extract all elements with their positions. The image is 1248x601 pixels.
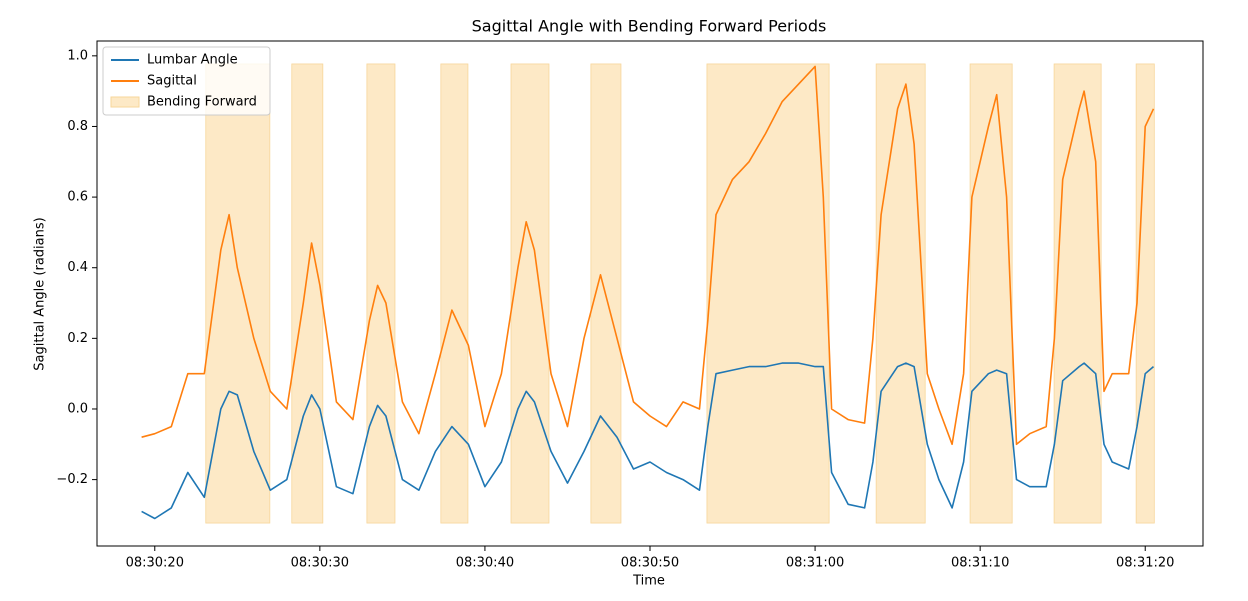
y-tick-label: 0.0 <box>67 401 88 416</box>
legend-label: Bending Forward <box>147 95 257 110</box>
x-tick-label: 08:30:50 <box>621 556 679 571</box>
chart-title: Sagittal Angle with Bending Forward Peri… <box>472 17 827 36</box>
x-tick-label: 08:30:40 <box>456 556 514 571</box>
bending-span <box>291 63 324 524</box>
bending-span <box>706 63 830 524</box>
legend-swatch <box>110 96 140 108</box>
bending-span <box>1135 63 1155 524</box>
bending-span <box>875 63 926 524</box>
bending-span <box>205 63 271 524</box>
y-axis-label: Sagittal Angle (radians) <box>33 217 48 370</box>
y-tick-label: 0.4 <box>67 260 88 275</box>
x-tick-label: 08:30:20 <box>126 556 184 571</box>
y-tick-label: 0.8 <box>67 119 88 134</box>
bending-span <box>510 63 550 524</box>
series-line <box>141 362 1155 520</box>
y-tick-label: 1.0 <box>67 48 88 63</box>
legend-box <box>102 46 271 116</box>
legend-label: Sagittal <box>147 74 197 89</box>
series-line <box>141 65 1155 446</box>
x-axis-label: Time <box>632 574 665 589</box>
x-tick-label: 08:30:30 <box>291 556 349 571</box>
y-tick-label: −0.2 <box>56 472 88 487</box>
x-tick-label: 08:31:20 <box>1116 556 1174 571</box>
bending-span <box>1053 63 1102 524</box>
x-tick-label: 08:31:00 <box>786 556 844 571</box>
y-tick-label: 0.6 <box>67 190 88 205</box>
bending-span <box>969 63 1013 524</box>
x-tick-label: 08:31:10 <box>951 556 1009 571</box>
legend-label: Lumbar Angle <box>147 53 238 68</box>
y-tick-label: 0.2 <box>67 331 88 346</box>
bending-span <box>440 63 469 524</box>
